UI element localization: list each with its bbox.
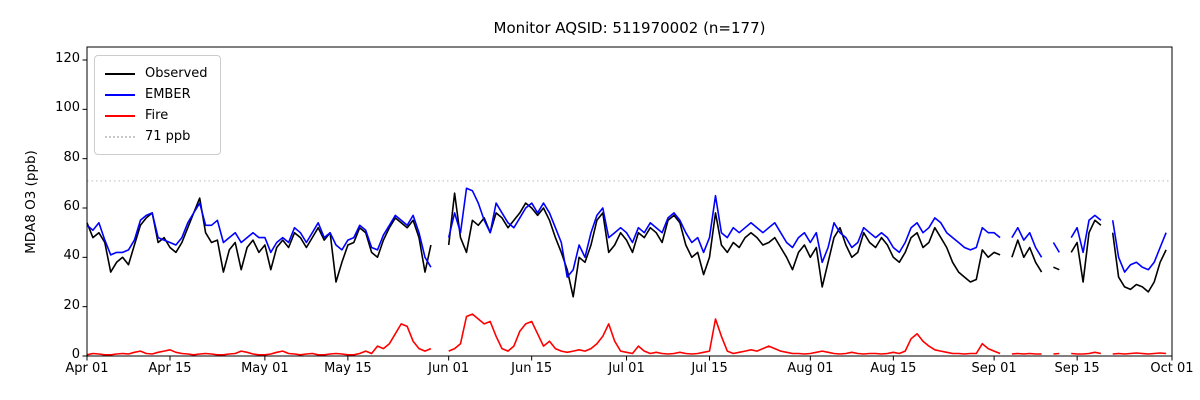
ember-line-swatch [105,93,135,96]
fire-line-swatch [105,114,135,117]
x-tick-label: Jun 15 [511,361,553,376]
y-tick-label: 0 [71,347,80,362]
legend-label-observed: Observed [145,66,208,81]
legend-item-observed: Observed [105,63,208,84]
x-tick-label: Jun 01 [428,361,470,376]
legend-item-fire: Fire [105,105,208,126]
x-tick-label: Oct 01 [1150,361,1194,376]
legend-label-ember: EMBER [145,87,191,102]
x-tick-label: Apr 15 [148,361,192,376]
x-tick-label: Aug 01 [787,361,834,376]
x-tick-label: Jul 01 [608,361,645,376]
legend: Observed EMBER Fire 71 ppb [94,55,221,155]
axes-frame [86,46,1173,357]
legend-label-fire: Fire [145,108,169,123]
y-tick-label: 40 [63,248,80,264]
fire-line [86,313,1167,356]
y-tick-label: 60 [63,199,80,214]
legend-item-ember: EMBER [105,84,208,105]
ember-line [86,187,1167,278]
y-tick-label: 100 [55,100,80,116]
x-tick-label: Jul 15 [691,361,728,376]
legend-item-threshold: 71 ppb [105,126,208,147]
x-tick-label: May 15 [324,361,372,376]
x-tick-label: May 01 [241,361,289,376]
x-tick-label: Aug 15 [870,361,917,376]
threshold-line-swatch [105,135,135,138]
legend-label-threshold: 71 ppb [145,129,191,144]
y-tick-label: 20 [63,297,80,313]
observed-line-swatch [105,72,135,75]
observed-line [86,192,1167,298]
x-tick-label: Sep 15 [1054,361,1100,376]
x-tick-label: Sep 01 [971,361,1017,376]
chart-title: Monitor AQSID: 511970002 (n=177) [493,19,766,37]
y-tick-label: 120 [55,51,80,66]
x-tick-label: Apr 01 [65,361,109,376]
y-tick-label: 80 [63,149,80,165]
